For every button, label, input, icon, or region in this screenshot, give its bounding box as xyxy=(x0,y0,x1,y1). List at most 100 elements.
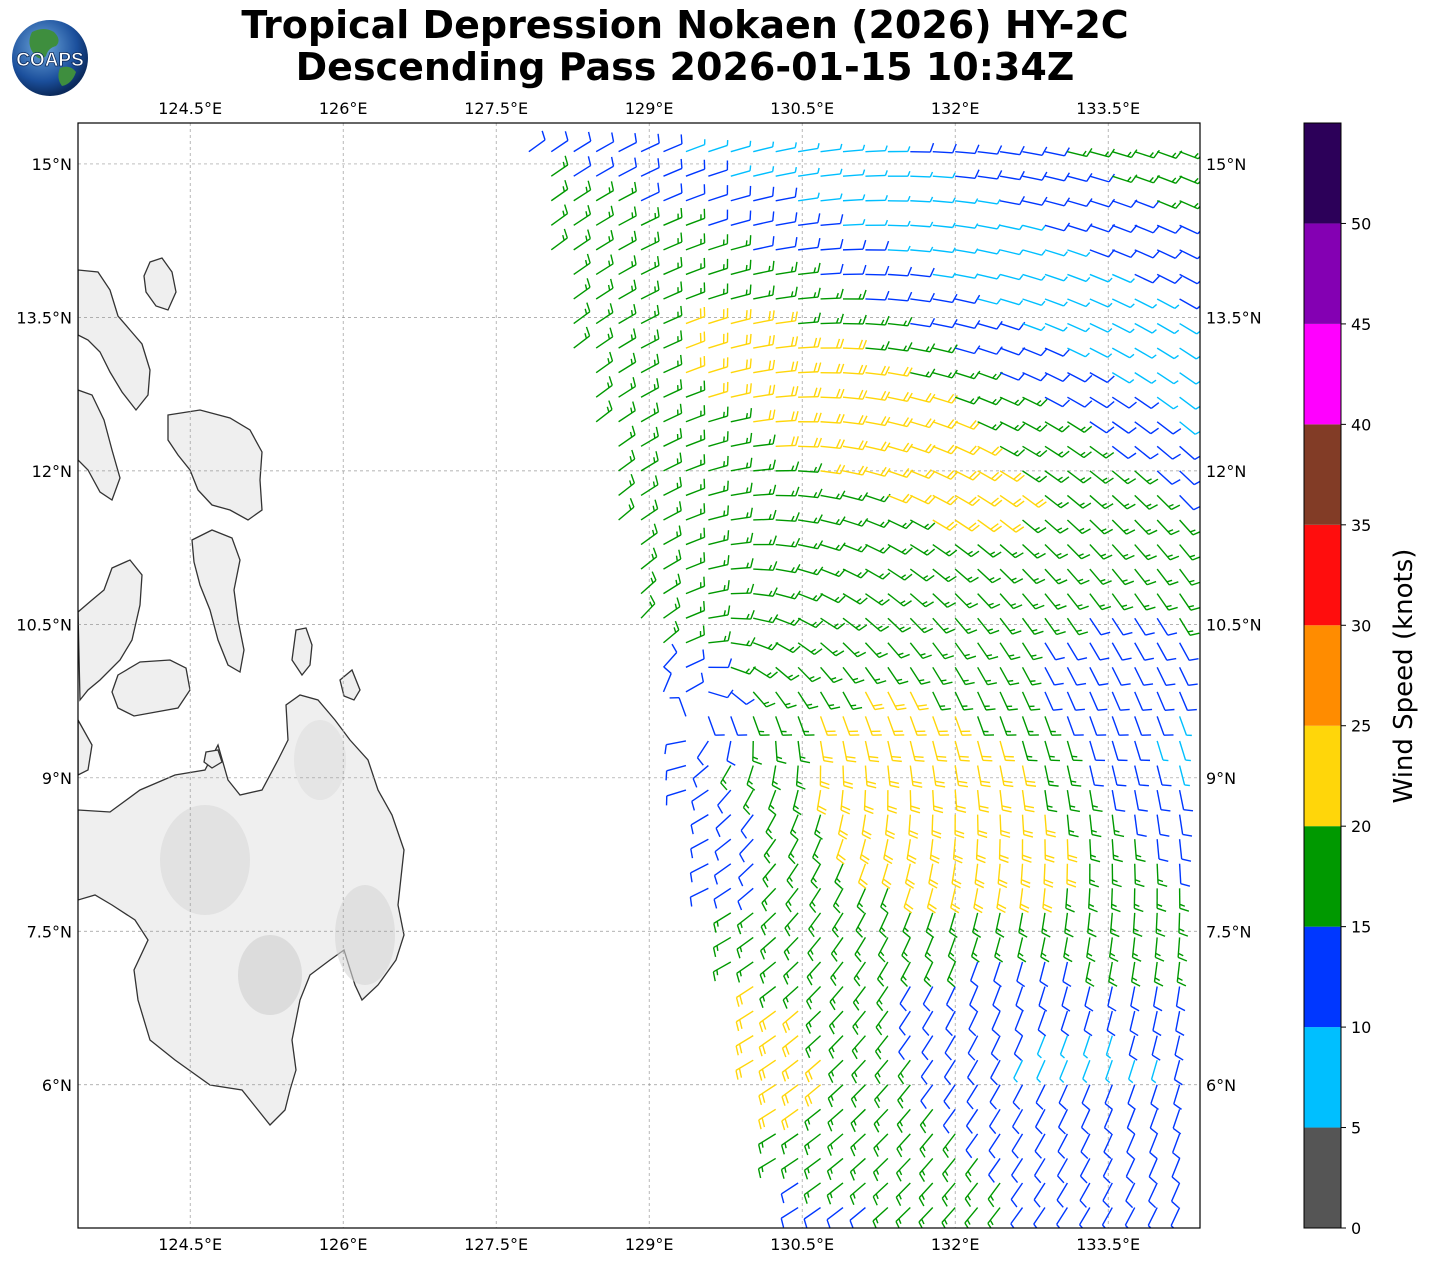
wind-barb-half-feather xyxy=(630,310,634,316)
wind-barb xyxy=(595,254,614,276)
wind-barb xyxy=(708,580,730,595)
wind-barb-staff xyxy=(1130,986,1136,1007)
wind-barb-staff xyxy=(1059,1059,1069,1079)
wind-barb-half-feather xyxy=(745,412,749,419)
wind-barb-feather xyxy=(745,334,748,345)
wind-barb-feather xyxy=(897,1099,904,1109)
wind-barb-staff xyxy=(1171,1133,1181,1153)
wind-barb-staff xyxy=(1089,273,1109,283)
wind-barb xyxy=(730,432,753,448)
wind-barb xyxy=(970,937,980,963)
wind-barb-staff xyxy=(1179,249,1198,260)
wind-barb-half-feather xyxy=(1037,1053,1042,1059)
wind-barb xyxy=(842,264,867,276)
wind-barb xyxy=(964,1182,979,1207)
wind-barb-half-feather xyxy=(794,142,797,148)
wind-barb xyxy=(1089,173,1116,183)
wind-barb xyxy=(853,961,867,987)
wind-barb-feather xyxy=(817,514,823,524)
wind-barb-feather xyxy=(654,499,659,509)
wind-barb-half-feather xyxy=(1090,854,1096,858)
wind-barb-feather xyxy=(794,336,799,346)
wind-barb-half-feather xyxy=(902,975,907,981)
wind-barb-staff xyxy=(1170,1182,1181,1202)
wind-barb-half-feather xyxy=(584,284,588,290)
wind-barb xyxy=(781,1084,799,1106)
colorbar-tick-label: 30 xyxy=(1351,616,1371,635)
map-frame xyxy=(77,122,1201,1229)
wind-barb xyxy=(1044,347,1071,357)
axis-labels: 124.5°E124.5°E126°E126°E127.5°E127.5°E12… xyxy=(16,99,1261,1254)
wind-barb-half-feather xyxy=(877,1047,882,1054)
wind-barb-feather xyxy=(979,805,989,809)
wind-barb-feather xyxy=(631,425,636,436)
wind-barb xyxy=(918,1182,934,1207)
wind-barb-feather xyxy=(974,903,984,910)
wind-barb-feather xyxy=(804,1121,809,1131)
wind-barb-feather xyxy=(874,707,885,711)
wind-barb-feather xyxy=(1025,809,1035,813)
wind-barb xyxy=(1156,593,1178,611)
wind-barb-staff xyxy=(1170,1207,1181,1226)
wind-barb xyxy=(573,156,592,177)
wind-barb-feather xyxy=(1080,1151,1089,1159)
wind-barb-feather xyxy=(882,545,891,554)
wind-barb-feather xyxy=(1102,580,1112,585)
wind-barb xyxy=(685,429,706,447)
wind-barb-staff xyxy=(1066,691,1077,711)
wind-barb-feather xyxy=(1085,223,1093,232)
wind-barb-feather xyxy=(810,880,819,889)
wind-barb-feather xyxy=(1070,809,1081,813)
wind-barb-feather xyxy=(862,415,868,425)
wind-barb xyxy=(775,512,800,522)
wind-barb-staff xyxy=(965,1133,979,1151)
wind-barb xyxy=(1061,986,1071,1012)
wind-barb-feather xyxy=(1189,657,1199,662)
wind-barb-half-feather xyxy=(1088,903,1095,908)
wind-barb xyxy=(954,691,974,711)
wind-barb xyxy=(1156,372,1179,385)
wind-barb-staff xyxy=(803,1206,821,1220)
wind-barb xyxy=(999,494,1025,508)
wind-barb-feather xyxy=(1130,249,1138,258)
wind-barb-half-feather xyxy=(1036,425,1042,430)
wind-barb-staff xyxy=(1044,322,1064,332)
wind-barb xyxy=(804,1133,821,1156)
wind-barb-feather xyxy=(1058,1102,1067,1110)
wind-barb-half-feather xyxy=(1157,879,1164,883)
wind-barb-feather xyxy=(727,530,730,540)
colorbar-tick-label: 0 xyxy=(1351,1219,1361,1238)
wind-barb-feather xyxy=(657,158,660,168)
wind-barb-feather xyxy=(881,882,891,889)
wind-barb-feather xyxy=(1144,657,1155,661)
wind-barb-feather xyxy=(1045,854,1055,859)
wind-barb xyxy=(1156,322,1180,335)
wind-barb-feather xyxy=(780,1218,785,1228)
wind-barb-feather xyxy=(884,341,890,351)
wind-barb-feather xyxy=(772,335,775,345)
wind-barb xyxy=(884,814,896,840)
wind-barb xyxy=(1126,1133,1136,1160)
wind-barb-half-feather xyxy=(996,299,1001,305)
wind-barb-half-feather xyxy=(723,535,726,541)
wind-barb-feather xyxy=(827,1146,832,1156)
wind-barb-feather xyxy=(1165,683,1176,686)
wind-barb-staff xyxy=(943,1059,956,1078)
wind-barb-half-feather xyxy=(855,974,860,981)
wind-barb-feather xyxy=(759,998,764,1008)
wind-barb xyxy=(904,863,915,889)
terrain-shade xyxy=(335,885,395,985)
wind-barb-feather xyxy=(794,212,798,222)
wind-barb xyxy=(752,716,770,736)
wind-barb xyxy=(977,593,1001,609)
wind-barb-feather xyxy=(947,602,957,608)
wind-barb xyxy=(665,789,687,806)
wind-barb-half-feather xyxy=(1151,1078,1157,1084)
wind-barb-half-feather xyxy=(1056,552,1062,557)
wind-barb-half-feather xyxy=(898,652,904,656)
wind-barb-feather xyxy=(1150,402,1160,410)
wind-barb-feather xyxy=(1012,1101,1021,1110)
wind-barb-feather xyxy=(1146,606,1156,611)
wind-barb-feather xyxy=(1187,708,1197,711)
wind-barb-staff xyxy=(1089,322,1109,333)
